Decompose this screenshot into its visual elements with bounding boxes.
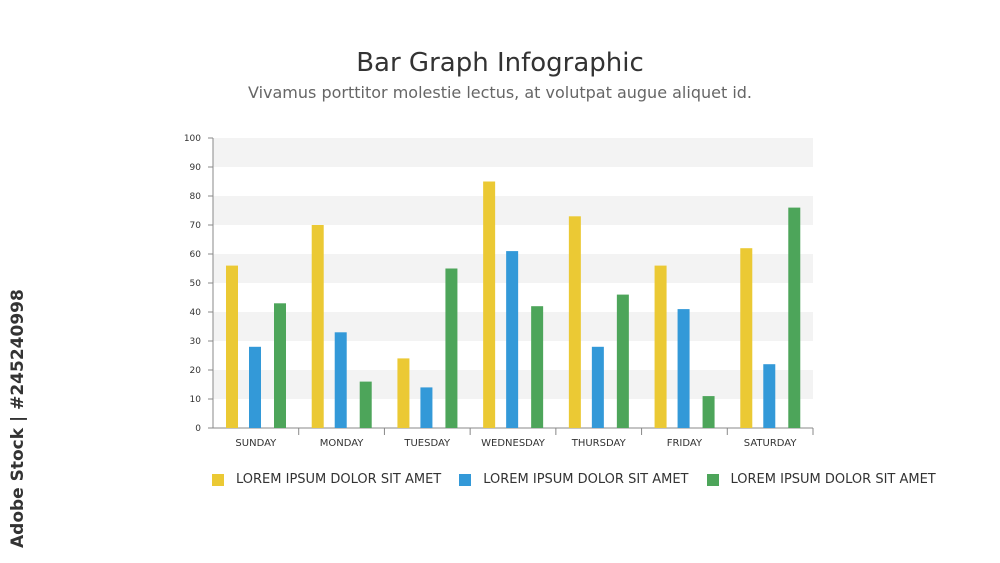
y-tick-label: 50 [190,279,202,289]
bar [274,303,286,428]
bar [740,248,753,428]
bar [249,346,261,428]
watermark: Adobe Stock | #245240998 [8,289,28,548]
bar [788,207,801,428]
bar [531,306,544,428]
y-tick-label: 20 [190,366,202,376]
legend-swatch [706,473,719,486]
y-tick-label: 100 [184,134,201,144]
x-tick-label: TUESDAY [403,438,451,449]
y-tick-label: 30 [190,337,202,347]
x-tick-label: WEDNESDAY [481,438,546,449]
bar [359,381,372,428]
bar [616,294,629,428]
y-tick-label: 60 [190,250,202,260]
y-tick-label: 90 [190,163,202,173]
x-tick-label: SUNDAY [235,438,277,449]
legend-swatch [459,473,472,486]
legend-label: LOREM IPSUM DOLOR SIT AMET [483,472,689,487]
legend-label: LOREM IPSUM DOLOR SIT AMET [730,472,936,487]
x-tick-label: THURSDAY [571,438,627,449]
legend-item: LOREM IPSUM DOLOR SIT AMET [706,472,936,487]
bar [226,265,238,428]
y-tick-label: 80 [190,192,202,202]
legend-item: LOREM IPSUM DOLOR SIT AMET [212,472,441,487]
bar [420,387,433,428]
bar [483,181,496,428]
legend-label: LOREM IPSUM DOLOR SIT AMET [236,472,442,487]
legend: LOREM IPSUM DOLOR SIT AMET LOREM IPSUM D… [212,472,954,487]
x-tick-label: MONDAY [320,438,365,449]
x-tick-label: SATURDAY [744,438,798,449]
bar [654,265,667,428]
bar [334,332,347,428]
bar [445,268,458,428]
legend-swatch [212,473,224,486]
bar [591,346,604,428]
chart-title: Bar Graph Infographic [356,48,644,78]
legend-item: LOREM IPSUM DOLOR SIT AMET [459,472,689,487]
y-tick-label: 70 [190,221,202,231]
bar [506,251,519,428]
y-tick-label: 40 [190,308,202,318]
chart-subtitle: Vivamus porttitor molestie lectus, at vo… [247,83,752,102]
bar [763,364,776,428]
x-tick-label: FRIDAY [667,438,703,449]
bar [311,225,324,428]
y-tick-label: 0 [195,424,201,434]
bar [397,358,410,428]
bar [568,216,581,428]
grid-band [213,138,813,167]
bar [702,396,715,428]
y-tick-label: 10 [190,395,202,405]
grid-band [213,196,813,225]
bar [677,309,690,428]
